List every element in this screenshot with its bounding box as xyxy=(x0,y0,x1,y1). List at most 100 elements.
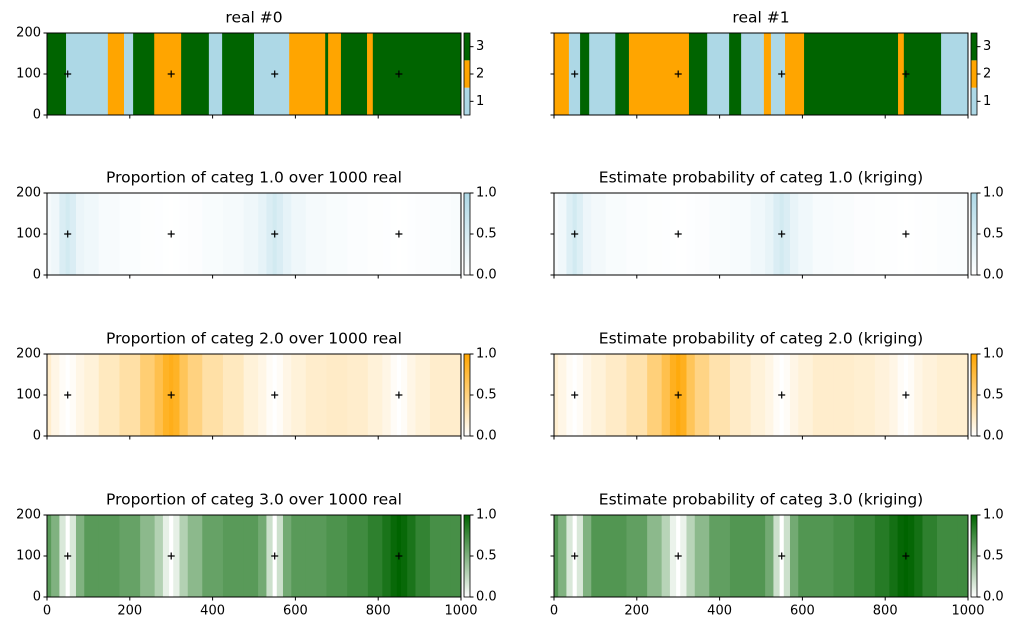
colorbar-tick-label: 1.0 xyxy=(476,508,497,523)
probability-stripe xyxy=(897,354,905,436)
colorbar-fill xyxy=(464,193,470,275)
probability-stripe xyxy=(907,354,915,436)
probability-stripe xyxy=(576,354,584,436)
category-segment xyxy=(133,33,155,115)
data-point xyxy=(902,391,910,399)
data-point xyxy=(395,70,403,78)
y-tick-label: 100 xyxy=(16,549,41,564)
panel: Estimate probability of categ 1.0 (krigi… xyxy=(550,169,1004,283)
probability-stripe xyxy=(59,354,67,436)
probability-stripe xyxy=(936,354,959,436)
probability-stripe xyxy=(661,193,671,275)
panel-title: real #1 xyxy=(732,9,789,27)
colorbar-fill xyxy=(971,193,977,275)
panel-title: Estimate probability of categ 2.0 (krigi… xyxy=(599,330,923,348)
probability-stripe xyxy=(765,515,774,597)
probability-stripe xyxy=(187,515,203,597)
probability-stripe xyxy=(694,354,710,436)
y-tick-label: 0 xyxy=(33,108,41,123)
probability-stripe xyxy=(119,515,141,597)
data-point xyxy=(902,230,910,238)
probability-stripe xyxy=(173,193,180,275)
panel: Estimate probability of categ 3.0 (krigi… xyxy=(550,491,1004,619)
y-tick-label: 100 xyxy=(16,227,41,242)
probability-stripe xyxy=(266,354,274,436)
probability-stripe xyxy=(415,354,431,436)
probability-stripe xyxy=(694,193,710,275)
panel-title: Estimate probability of categ 3.0 (krigi… xyxy=(599,491,923,509)
probability-stripe xyxy=(798,515,814,597)
probability-stripe xyxy=(773,193,781,275)
colorbar-tick-label: 0.0 xyxy=(476,429,497,444)
probability-stripe xyxy=(789,193,799,275)
category-segment xyxy=(325,33,329,115)
probability-stripe xyxy=(162,193,170,275)
probability-stripe xyxy=(889,193,899,275)
probability-stripe xyxy=(258,515,267,597)
category-segment xyxy=(372,33,462,115)
data-point xyxy=(674,230,682,238)
probability-stripe xyxy=(390,354,398,436)
x-tick-label: 600 xyxy=(283,604,308,619)
probability-stripe xyxy=(591,193,607,275)
probability-stripe xyxy=(558,515,567,597)
data-point xyxy=(902,70,910,78)
category-segment xyxy=(804,33,899,115)
probability-stripe xyxy=(202,354,224,436)
probability-stripe xyxy=(84,193,100,275)
y-tick-label: 0 xyxy=(33,590,41,605)
data-point xyxy=(674,70,682,78)
probability-stripe xyxy=(382,354,392,436)
probability-stripe xyxy=(773,515,781,597)
probability-stripe xyxy=(367,354,383,436)
probability-stripe xyxy=(914,354,923,436)
category-segment xyxy=(707,33,730,115)
probability-stripe xyxy=(854,193,876,275)
probability-stripe xyxy=(669,515,677,597)
probability-stripe xyxy=(566,515,574,597)
colorbar-fill xyxy=(971,354,977,436)
data-point xyxy=(64,391,72,399)
probability-stripe xyxy=(140,515,156,597)
probability-stripe xyxy=(694,515,710,597)
category-segment xyxy=(898,33,905,115)
probability-stripe xyxy=(326,515,348,597)
category-segment xyxy=(688,33,708,115)
data-point xyxy=(271,230,279,238)
data-point xyxy=(674,391,682,399)
data-point xyxy=(902,552,910,560)
probability-stripe xyxy=(914,515,923,597)
colorbar-tick-label: 0.5 xyxy=(476,549,497,564)
probability-stripe xyxy=(75,354,85,436)
probability-stripe xyxy=(686,354,696,436)
colorbar-swatch xyxy=(464,87,470,115)
probability-stripe xyxy=(750,354,766,436)
probability-stripe xyxy=(173,354,180,436)
probability-stripe xyxy=(429,354,452,436)
probability-stripe xyxy=(729,515,752,597)
x-tick-label: 0 xyxy=(550,604,558,619)
panel-title: Estimate probability of categ 1.0 (krigi… xyxy=(599,169,923,187)
probability-stripe xyxy=(554,354,559,436)
x-tick-label: 0 xyxy=(43,604,51,619)
probability-stripe xyxy=(415,515,431,597)
probability-stripe xyxy=(390,515,398,597)
probability-stripe xyxy=(407,193,416,275)
probability-stripe xyxy=(789,354,799,436)
category-segment xyxy=(289,33,326,115)
probability-stripe xyxy=(75,515,85,597)
probability-stripe xyxy=(84,515,100,597)
probability-stripe xyxy=(833,354,855,436)
probability-stripe xyxy=(450,354,462,436)
probability-stripe xyxy=(407,515,416,597)
x-tick-label: 1000 xyxy=(951,604,984,619)
probability-stripe xyxy=(59,515,67,597)
data-point xyxy=(64,70,72,78)
category-segment xyxy=(208,33,223,115)
probability-stripe xyxy=(582,515,592,597)
y-tick-label: 0 xyxy=(33,268,41,283)
probability-stripe xyxy=(729,354,752,436)
x-tick-label: 400 xyxy=(707,604,732,619)
probability-stripe xyxy=(282,354,292,436)
probability-stripe xyxy=(558,354,567,436)
